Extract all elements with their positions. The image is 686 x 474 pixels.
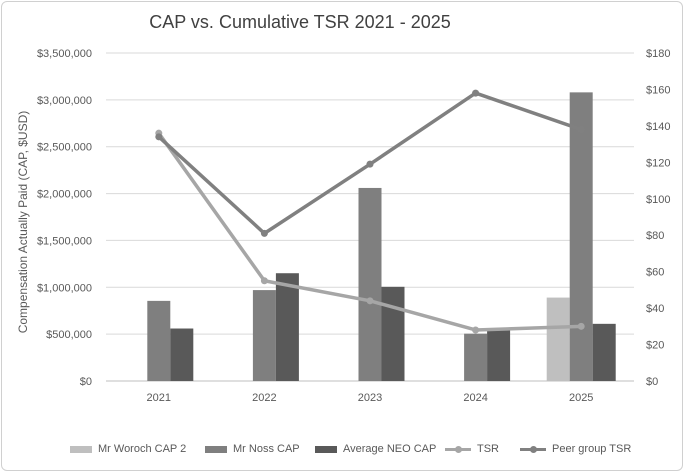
bar — [147, 300, 171, 381]
legend-label-peer-tsr: Peer group TSR — [552, 443, 632, 455]
series-point — [155, 133, 163, 141]
series-point — [577, 322, 585, 330]
legend-item-peer-tsr: Peer group TSR — [520, 443, 631, 455]
x-tick-label: 2023 — [358, 392, 382, 404]
legend-item-woroch: Mr Woroch CAP 2 — [70, 443, 186, 455]
series-point — [472, 326, 480, 334]
y2-tick-label: $120 — [646, 157, 670, 169]
bar — [546, 297, 570, 381]
y-tick-label: $3,500,000 — [37, 48, 92, 60]
y2-tick-label: $100 — [646, 194, 670, 206]
y-tick-label: $1,000,000 — [37, 282, 92, 294]
y-tick-label: $2,500,000 — [37, 142, 92, 154]
y2-tick-label: $160 — [646, 84, 670, 96]
bar — [569, 92, 593, 382]
y-tick-label: $2,000,000 — [37, 189, 92, 201]
bar — [487, 329, 511, 381]
y-tick-label: $500,000 — [46, 329, 92, 341]
y2-tick-label: $20 — [646, 340, 664, 352]
legend-swatch-woroch — [70, 445, 92, 453]
legend-label-noss: Mr Noss CAP — [233, 443, 300, 455]
legend-swatch-noss — [205, 445, 227, 453]
y-tick-label: $1,500,000 — [37, 235, 92, 247]
bar — [592, 323, 616, 381]
y2-tick-label: $80 — [646, 230, 664, 242]
y2-tick-label: $140 — [646, 121, 670, 133]
bar — [464, 333, 488, 381]
legend-swatch-neo — [315, 445, 337, 453]
y2-tick-label: $0 — [646, 376, 658, 388]
chart-title: CAP vs. Cumulative TSR 2021 - 2025 — [149, 12, 451, 32]
y-tick-label: $0 — [80, 376, 92, 388]
y-tick-label: $3,000,000 — [37, 95, 92, 107]
legend-label-neo: Average NEO CAP — [343, 443, 437, 455]
y2-tick-label: $180 — [646, 48, 670, 60]
x-tick-label: 2022 — [252, 392, 276, 404]
y2-tick-label: $40 — [646, 303, 664, 315]
series-point — [366, 160, 374, 168]
bar — [381, 286, 405, 381]
y2-tick-label: $60 — [646, 267, 664, 279]
bar — [358, 187, 382, 381]
legend-item-neo: Average NEO CAP — [315, 443, 436, 455]
series-point — [260, 229, 268, 237]
bar — [170, 328, 194, 381]
series-point — [472, 89, 480, 97]
legend-label-woroch: Mr Woroch CAP 2 — [98, 443, 187, 455]
x-tick-label: 2025 — [569, 392, 593, 404]
x-tick-label: 2021 — [147, 392, 171, 404]
series-point — [577, 126, 585, 134]
bar — [252, 290, 276, 381]
legend-label-tsr: TSR — [477, 443, 499, 455]
series-point — [366, 297, 374, 305]
legend-swatch-tsr — [445, 444, 471, 454]
bar — [275, 273, 299, 381]
legend: Mr Woroch CAP 2 Mr Noss CAP Average NEO … — [0, 443, 686, 461]
legend-item-noss: Mr Noss CAP — [205, 443, 300, 455]
x-tick-label: 2024 — [463, 392, 487, 404]
legend-swatch-peer-tsr — [520, 444, 546, 454]
legend-item-tsr: TSR — [445, 443, 499, 455]
series-point — [260, 277, 268, 285]
